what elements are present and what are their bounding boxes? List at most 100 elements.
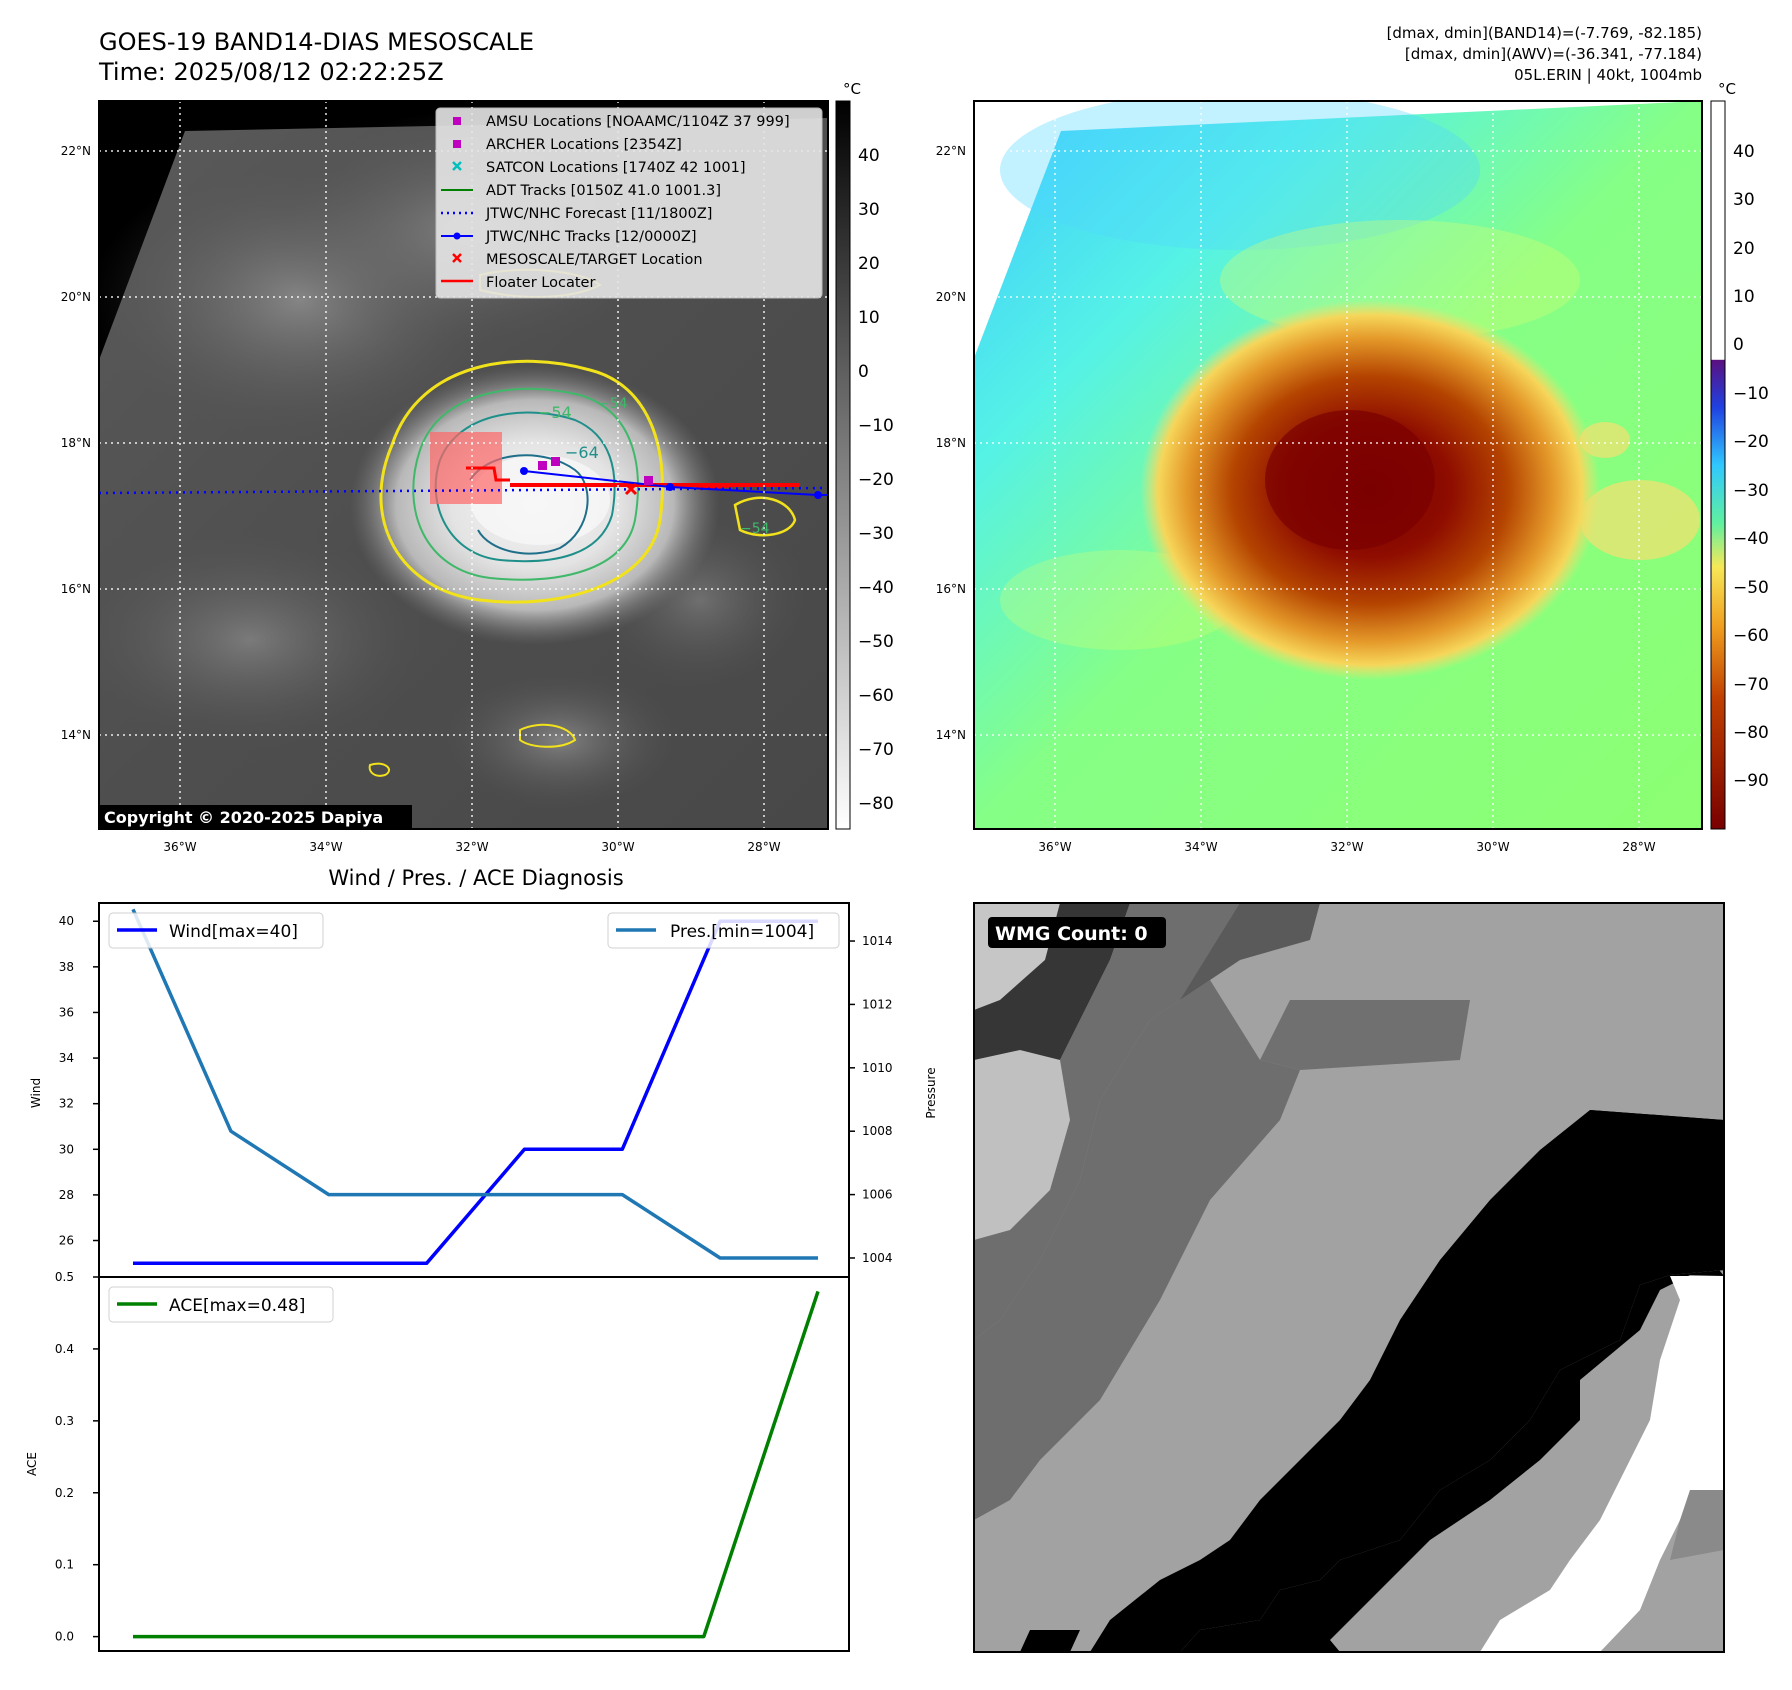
contour-label: −54 <box>598 396 628 412</box>
lat-tick: 14°N <box>61 728 91 742</box>
pressure-axis-ticks: 1014 1012 1010 1008 1006 1004 <box>849 934 893 1265</box>
ace-tick-label: 0.5 <box>55 1270 74 1284</box>
ace-tick-label: 0.2 <box>55 1486 74 1500</box>
lat-tick: 20°N <box>936 290 966 304</box>
wmg-panel: WMG Count: 0 <box>973 902 1725 1653</box>
lat-tick: 20°N <box>61 290 91 304</box>
pressure-tick-label: 1006 <box>862 1188 893 1202</box>
colorbar-tick: −40 <box>1733 529 1769 549</box>
ace-axis-label: ACE <box>25 1452 39 1476</box>
legend-entry: ADT Tracks [0150Z 41.0 1001.3] <box>486 183 721 199</box>
colorbar-tick: 10 <box>858 308 880 328</box>
gray-colorbar-ticks: 40 30 20 10 0 −10 −20 −30 −40 −50 −60 −7… <box>858 146 894 814</box>
colorbar-tick: −90 <box>1733 771 1769 791</box>
colorbar-tick: 30 <box>1733 190 1755 210</box>
awv-lon-ticks: 36°W 34°W 32°W 30°W 28°W <box>1038 840 1655 854</box>
copyright-text: Copyright © 2020-2025 Dapiya <box>104 808 383 827</box>
pressure-tick-label: 1012 <box>862 997 893 1011</box>
pressure-tick-label: 1008 <box>862 1124 893 1138</box>
ace-tick-label: 0.4 <box>55 1342 74 1356</box>
forecast-track <box>99 486 828 495</box>
colorbar-tick: −20 <box>858 470 894 490</box>
colorbar-unit: °C <box>1718 80 1736 98</box>
wind-legend: Wind[max=40] <box>108 912 324 949</box>
legend-entry: JTWC/NHC Forecast [11/1800Z] <box>485 206 712 222</box>
band14-stats: [dmax, dmin](BAND14)=(-7.769, -82.185) <box>1387 24 1702 42</box>
colorbar-tick: −50 <box>1733 578 1769 598</box>
lon-tick: 32°W <box>455 840 488 854</box>
pressure-series <box>131 908 819 1260</box>
legend-entry: ARCHER Locations [2354Z] <box>486 137 682 153</box>
awv-lat-ticks: 22°N 20°N 18°N 16°N 14°N <box>936 144 966 742</box>
contour-yellow <box>379 359 664 604</box>
ir-lat-ticks: 22°N 20°N 18°N 16°N 14°N <box>61 144 91 742</box>
color-colorbar: °C 40 30 20 10 0 −10 −20 −30 −40 −50 −60… <box>1710 80 1769 830</box>
wind-tick-label: 36 <box>59 1005 74 1019</box>
colorbar-tick: 20 <box>858 254 880 274</box>
wmg-frame <box>973 902 1725 1653</box>
colorbar-tick: −30 <box>858 524 894 544</box>
wind-tick-label: 28 <box>59 1188 74 1202</box>
pressure-tick-label: 1010 <box>862 1061 893 1075</box>
storm-info: 05L.ERIN | 40kt, 1004mb <box>1514 66 1702 84</box>
wind-tick-label: 38 <box>59 960 74 974</box>
ace-axis-ticks: 0.5 0.4 0.3 0.2 0.1 0.0 <box>55 1270 99 1644</box>
wind-legend-label: Wind[max=40] <box>169 922 298 942</box>
figure-time: Time: 2025/08/12 02:22:25Z <box>98 58 444 86</box>
wind-axis-ticks: 40 38 36 34 32 30 28 26 <box>59 914 99 1248</box>
wind-axis-label: Wind <box>29 1078 43 1108</box>
amsu-marker <box>644 476 653 485</box>
ir-legend: AMSU Locations [NOAAMC/1104Z 37 999] ARC… <box>435 107 823 299</box>
contour-teal <box>434 411 616 563</box>
ace-chart: 0.5 0.4 0.3 0.2 0.1 0.0 ACE ACE[max=0.48] <box>25 1270 850 1652</box>
contour-label: −64 <box>565 443 599 462</box>
lat-tick: 16°N <box>936 582 966 596</box>
pressure-axis-label: Pressure <box>924 1067 938 1118</box>
ir-lon-ticks: 36°W 34°W 32°W 30°W 28°W <box>163 840 780 854</box>
gray-colorbar: °C 40 30 20 10 0 −10 −20 −30 −40 −50 −60… <box>835 80 894 830</box>
legend-swatch <box>452 161 462 171</box>
legend-entry: SATCON Locations [1740Z 42 1001] <box>486 160 745 176</box>
pressure-tick-label: 1014 <box>862 934 893 948</box>
diagnosis-title: Wind / Pres. / ACE Diagnosis <box>328 866 623 890</box>
archer-marker <box>538 461 547 470</box>
legend-entry: AMSU Locations [NOAAMC/1104Z 37 999] <box>486 114 790 130</box>
wmg-count-label: WMG Count: 0 <box>995 923 1148 945</box>
lon-tick: 36°W <box>163 840 196 854</box>
colorbar-tick: 20 <box>1733 239 1755 259</box>
wind-pressure-frame <box>98 902 850 1278</box>
ir-frame <box>98 100 829 830</box>
ace-tick-label: 0.0 <box>55 1630 74 1644</box>
target-marker <box>624 482 638 496</box>
colorbar-tick: −10 <box>858 416 894 436</box>
lat-tick: 22°N <box>61 144 91 158</box>
legend-swatch <box>453 117 461 125</box>
wind-tick-label: 32 <box>59 1097 74 1111</box>
colorbar-tick: −80 <box>858 794 894 814</box>
best-track <box>523 470 828 496</box>
colorbar-tick: 30 <box>858 200 880 220</box>
legend-swatch <box>452 253 462 263</box>
colorbar-tick: −70 <box>1733 675 1769 695</box>
lon-tick: 28°W <box>1622 840 1655 854</box>
contour-green <box>412 387 639 581</box>
contour-label: −54 <box>740 521 770 537</box>
lon-tick: 30°W <box>601 840 634 854</box>
awv-stats: [dmax, dmin](AWV)=(-36.341, -77.184) <box>1405 45 1702 63</box>
wmg-pixel-blocks <box>974 903 1724 1652</box>
lon-tick: 30°W <box>1476 840 1509 854</box>
colorbar-tick: 0 <box>858 362 869 382</box>
lon-tick: 32°W <box>1330 840 1363 854</box>
colorbar-tick: −60 <box>1733 626 1769 646</box>
legend-entry: JTWC/NHC Tracks [12/0000Z] <box>485 229 697 245</box>
lon-tick: 34°W <box>309 840 342 854</box>
ir-satellite-panel: −54 −64 −54 −54 22°N 20°N 18°N 16°N 14°N… <box>61 100 829 854</box>
ace-legend: ACE[max=0.48] <box>108 1286 334 1323</box>
lat-tick: 18°N <box>936 436 966 450</box>
ace-tick-label: 0.1 <box>55 1558 74 1572</box>
lat-tick: 18°N <box>61 436 91 450</box>
colorbar-tick: −70 <box>858 740 894 760</box>
wmg-count-box <box>988 917 1166 948</box>
colorbar-tick: −40 <box>858 578 894 598</box>
